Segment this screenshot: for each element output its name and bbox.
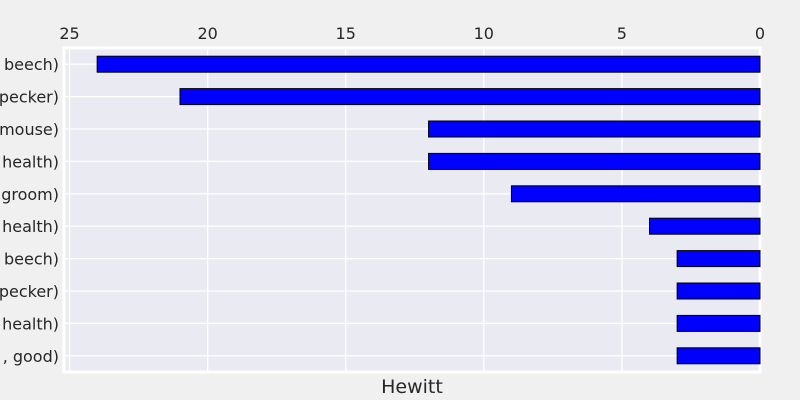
y-tick-label: pecker) xyxy=(0,88,59,107)
x-tick-label: 20 xyxy=(197,24,217,43)
bar xyxy=(179,88,761,106)
x-tick-label: 5 xyxy=(617,24,627,43)
bar xyxy=(676,347,761,365)
bar xyxy=(96,55,761,73)
y-tick-label: pecker) xyxy=(0,282,59,301)
y-tick-label: beech) xyxy=(4,55,59,74)
bar xyxy=(676,282,761,300)
y-tick-label: health) xyxy=(2,217,59,236)
y-tick-labels: beech) pecker) mouse) health) groom) health) b… xyxy=(0,55,59,366)
x-axis-label: Hewitt xyxy=(381,376,443,398)
bars xyxy=(96,55,761,365)
y-tick-label: mouse) xyxy=(0,120,59,139)
x-tick-label: 15 xyxy=(336,24,356,43)
x-tick-labels: 25 20 15 10 5 0 xyxy=(59,24,765,43)
y-tick-label: , good) xyxy=(3,347,59,366)
bar xyxy=(510,185,761,203)
bar xyxy=(428,120,761,138)
bar xyxy=(676,250,761,268)
y-tick-label: health) xyxy=(2,152,59,171)
y-tick-label: beech) xyxy=(4,250,59,269)
bar xyxy=(676,314,761,332)
y-tick-label: health) xyxy=(2,314,59,333)
x-tick-label: 0 xyxy=(755,24,765,43)
bar xyxy=(649,217,761,235)
bar xyxy=(428,152,761,170)
y-tick-label: groom) xyxy=(1,185,59,204)
x-tick-label: 10 xyxy=(474,24,494,43)
x-tick-label: 25 xyxy=(59,24,79,43)
